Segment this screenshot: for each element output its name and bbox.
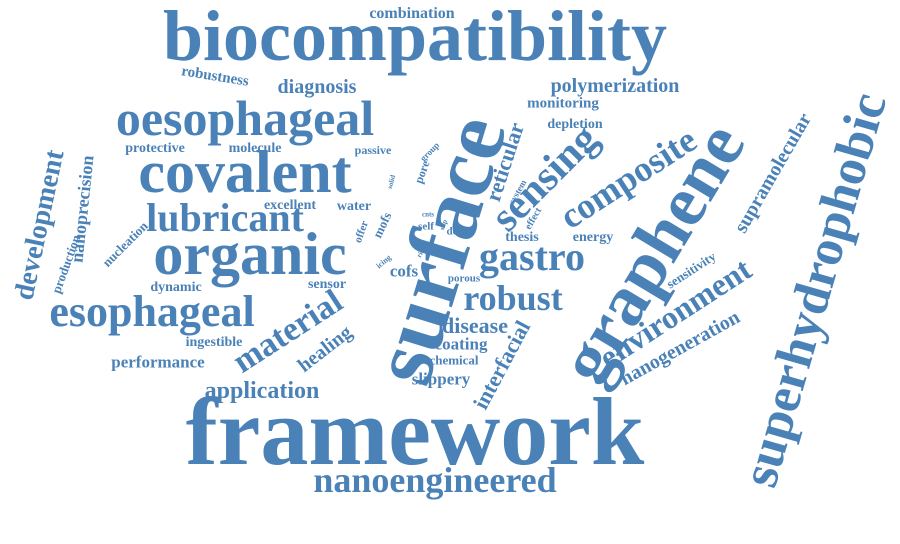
word-delay: delay	[446, 225, 472, 238]
word-coating: coating	[434, 334, 488, 354]
word-biocompatibility: biocompatibility	[162, 0, 668, 76]
word-offer: offer	[352, 219, 372, 245]
word-gastro: gastro	[479, 234, 585, 279]
word-performance: performance	[111, 352, 205, 372]
word-protective: protective	[125, 141, 185, 156]
word-organic: organic	[153, 221, 347, 287]
word-mofs: mofs	[369, 209, 395, 241]
word-covalent: covalent	[138, 139, 352, 205]
word-cnts: cnts	[421, 210, 435, 219]
word-polymerization: polymerization	[550, 75, 680, 97]
word-diagnosis: diagnosis	[277, 76, 357, 98]
word-framework: framework	[185, 378, 645, 485]
word-combination: combination	[369, 5, 455, 22]
word-water: water	[336, 199, 372, 214]
word-robust: robust	[463, 278, 563, 318]
word-lubricant: lubricant	[146, 195, 304, 240]
word-thesis: thesis	[505, 230, 539, 245]
word-ingestible: ingestible	[185, 335, 243, 350]
word-energy: energy	[572, 230, 614, 245]
word-porous: porous	[447, 272, 481, 285]
word-application: application	[204, 378, 320, 404]
word-oesophageal: oesophageal	[115, 90, 375, 146]
word-slippery: slippery	[411, 369, 471, 389]
word-sensor: sensor	[307, 277, 347, 292]
word-production: production	[48, 232, 84, 296]
word-depletion: depletion	[547, 117, 603, 132]
word-esophageal: esophageal	[49, 287, 255, 336]
word-cofs: cofs	[389, 261, 419, 281]
word-excellent: excellent	[263, 198, 317, 213]
word-monitoring: monitoring	[527, 95, 599, 112]
word-chemical: chemical	[429, 352, 479, 368]
word-molecule: molecule	[228, 141, 282, 156]
word-solid: solid	[385, 174, 398, 190]
word-nucleation: nucleation	[99, 218, 151, 270]
word-dynamic: dynamic	[150, 280, 202, 295]
word-passive: passive	[354, 143, 392, 157]
word-nanoengineered: nanoengineered	[313, 460, 557, 500]
word-disease: disease	[442, 313, 508, 338]
word-self: self	[418, 220, 434, 233]
